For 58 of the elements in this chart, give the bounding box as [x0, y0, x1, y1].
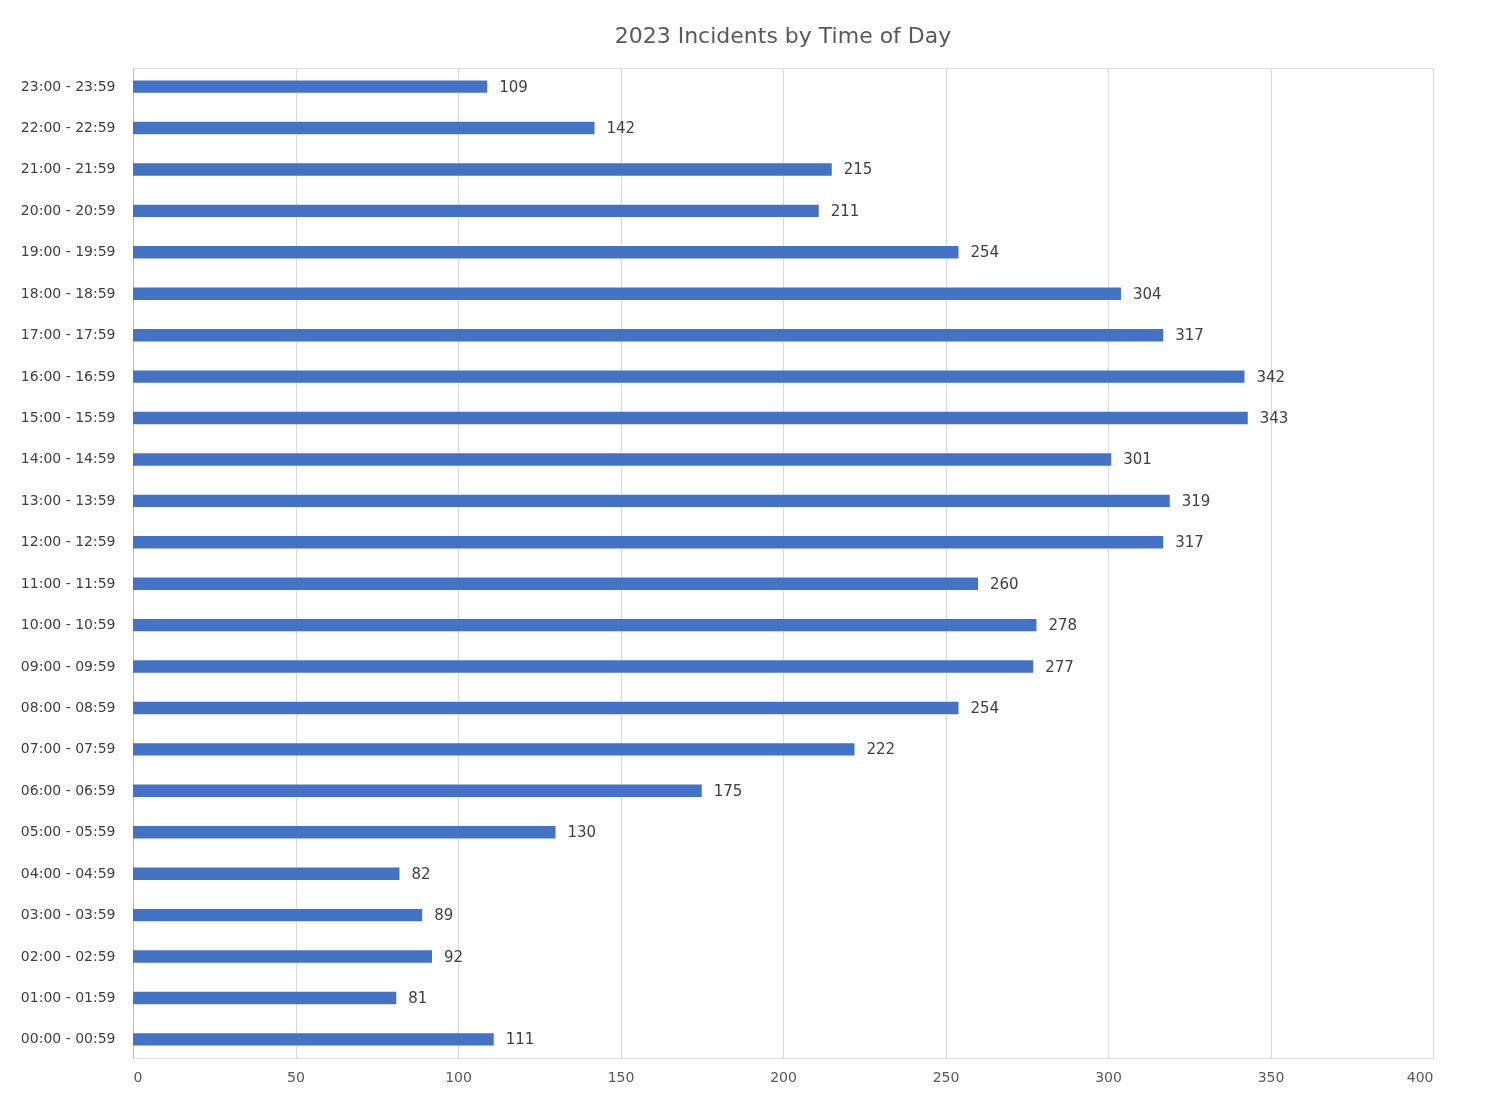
x-tick-label: 350: [1257, 1068, 1285, 1085]
x-tick-label: 100: [445, 1068, 472, 1085]
y-tick-label: 00:00 - 00:59: [20, 1030, 116, 1047]
x-tick-label: 250: [932, 1068, 960, 1085]
data-label: 82: [411, 864, 431, 883]
y-tick-label: 02:00 - 02:59: [20, 947, 116, 964]
data-label: 254: [970, 698, 1000, 717]
data-label: 254: [970, 243, 1000, 262]
y-tick-label: 07:00 - 07:59: [20, 740, 116, 757]
y-tick-label: 13:00 - 13:59: [20, 491, 116, 508]
data-label: 81: [408, 988, 428, 1007]
x-tick-label: 300: [1095, 1068, 1122, 1085]
y-tick-label: 21:00 - 21:59: [20, 160, 116, 177]
y-tick-label: 04:00 - 04:59: [20, 864, 116, 881]
y-tick-label: 23:00 - 23:59: [20, 77, 116, 94]
y-tick-label: 19:00 - 19:59: [20, 243, 116, 260]
y-tick-label: 09:00 - 09:59: [20, 657, 116, 674]
data-label: 304: [1133, 284, 1162, 303]
data-label: 319: [1181, 491, 1211, 510]
data-label: 317: [1175, 326, 1204, 345]
data-label: 109: [499, 77, 528, 96]
x-tick-label: 0: [133, 1068, 143, 1085]
y-tick-label: 22:00 - 22:59: [20, 119, 116, 136]
data-label: 142: [606, 119, 636, 138]
y-tick-label: 08:00 - 08:59: [20, 698, 116, 715]
x-tick-label: 150: [607, 1068, 635, 1085]
data-label: 342: [1256, 367, 1286, 386]
data-label: 343: [1259, 409, 1289, 428]
y-tick-label: 18:00 - 18:59: [20, 284, 116, 301]
data-label: 278: [1048, 616, 1078, 635]
data-label: 317: [1175, 533, 1204, 552]
data-label: 260: [990, 574, 1019, 593]
y-tick-label: 14:00 - 14:59: [20, 450, 116, 467]
data-label: 89: [434, 906, 454, 925]
x-tick-label: 200: [770, 1068, 797, 1085]
y-tick-label: 20:00 - 20:59: [20, 201, 116, 218]
x-tick-label: 400: [1406, 1068, 1434, 1085]
data-label: 215: [843, 160, 873, 179]
y-tick-label: 15:00 - 15:59: [20, 409, 116, 426]
data-label: 175: [713, 781, 743, 800]
data-label: 111: [505, 1030, 535, 1049]
y-tick-label: 12:00 - 12:59: [20, 533, 116, 550]
chart-title: 2023 Incidents by Time of Day: [614, 23, 952, 48]
y-tick-label: 17:00 - 17:59: [20, 326, 116, 343]
y-tick-label: 01:00 - 01:59: [20, 988, 116, 1005]
y-tick-label: 03:00 - 03:59: [20, 906, 116, 923]
data-label: 301: [1123, 450, 1152, 469]
y-tick-label: 11:00 - 11:59: [20, 574, 116, 591]
data-label: 92: [444, 947, 464, 966]
y-tick-label: 06:00 - 06:59: [20, 781, 116, 798]
data-label: 277: [1045, 657, 1074, 676]
data-label: 211: [830, 201, 860, 220]
data-label: 130: [567, 823, 597, 842]
data-label: 222: [866, 740, 896, 759]
y-tick-label: 05:00 - 05:59: [20, 823, 116, 840]
y-tick-label: 16:00 - 16:59: [20, 367, 116, 384]
x-tick-label: 50: [287, 1068, 305, 1085]
y-tick-label: 10:00 - 10:59: [20, 616, 116, 633]
